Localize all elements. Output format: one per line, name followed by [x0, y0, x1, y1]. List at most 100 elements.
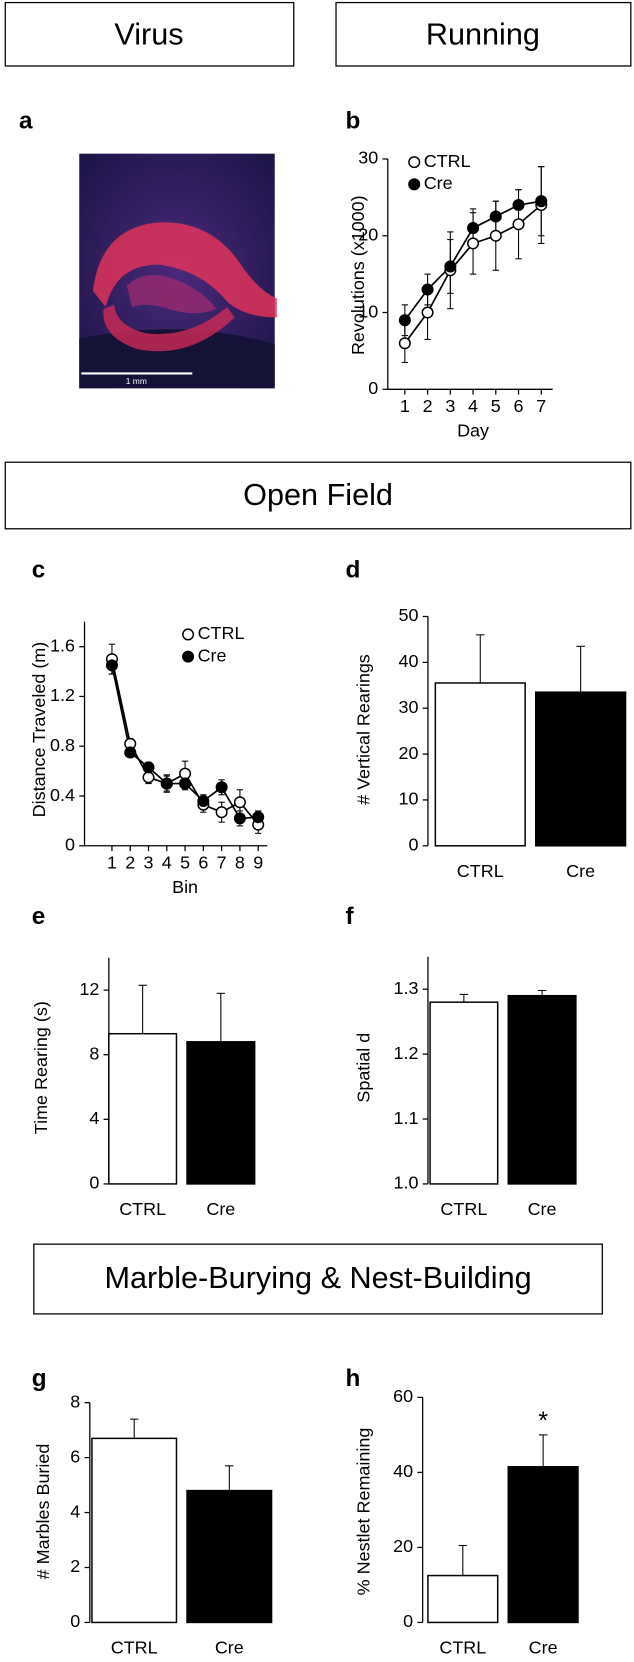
point	[252, 811, 265, 824]
panel-letter: a	[19, 107, 33, 134]
y-axis-label: # Marbles Buried	[33, 1444, 53, 1580]
point	[512, 199, 525, 212]
y-tick-label: 12	[79, 979, 99, 999]
point	[197, 794, 210, 808]
x-tick-label: 6	[514, 396, 524, 416]
x-tick-label: 8	[235, 853, 245, 873]
y-tick-label: 1.0	[393, 1173, 418, 1193]
x-tick-label: 5	[180, 853, 190, 873]
point	[535, 195, 548, 208]
legend-marker	[182, 628, 195, 641]
y-tick-label: 20	[393, 1536, 413, 1556]
y-tick-label: 40	[393, 1461, 413, 1481]
panel-letter: e	[32, 903, 46, 930]
x-tick-label: 7	[536, 396, 546, 416]
point	[233, 796, 246, 809]
y-tick-label: 10	[358, 301, 378, 321]
bar	[534, 691, 627, 847]
point	[233, 812, 246, 825]
y-tick-label: 20	[358, 224, 378, 244]
x-axis-label: Day	[457, 420, 489, 440]
legend-label: CTRL	[198, 623, 245, 643]
y-tick-label: 0	[403, 1611, 413, 1631]
annotation: *	[538, 1407, 548, 1435]
y-tick-label: 0.4	[50, 785, 75, 805]
y-tick-label: 1.2	[50, 685, 75, 705]
y-tick-label: 50	[398, 605, 418, 625]
y-tick-label: 0.8	[50, 735, 75, 755]
bar	[507, 1466, 579, 1624]
point	[421, 306, 434, 319]
y-axis-label: % Nestlet Remaining	[353, 1428, 373, 1596]
y-tick-label: 1.2	[393, 1043, 418, 1063]
y-axis-label: Time Rearing (s)	[31, 1001, 51, 1134]
panel-letter: g	[32, 1365, 47, 1392]
y-tick-label: 0	[70, 1611, 80, 1631]
y-tick-label: 0	[408, 835, 418, 855]
point	[489, 229, 502, 242]
x-tick-label: Cre	[566, 861, 595, 881]
x-tick-label: Cre	[206, 1199, 235, 1219]
y-tick-label: 60	[393, 1386, 413, 1406]
header-box	[4, 1, 295, 67]
point	[421, 283, 434, 296]
scale-bar-label: 1 mm	[126, 376, 147, 386]
x-tick-label: 3	[445, 396, 455, 416]
y-axis-label: Revolutions (x1000)	[348, 195, 368, 355]
y-tick-label: 2	[70, 1556, 80, 1576]
y-tick-label: 8	[89, 1043, 99, 1063]
y-tick-label: 0	[89, 1173, 99, 1193]
point	[444, 260, 457, 273]
point	[398, 337, 411, 350]
x-axis-label: Bin	[172, 877, 198, 897]
point	[467, 222, 480, 235]
header-box	[335, 1, 632, 67]
point	[142, 771, 155, 784]
legend-label: Cre	[198, 645, 227, 665]
y-tick-label: 20	[398, 743, 418, 763]
bar	[186, 1489, 273, 1624]
point	[179, 767, 192, 780]
legend-marker	[408, 178, 421, 191]
y-axis-label: # Vertical Rearings	[353, 654, 373, 805]
x-tick-label: CTRL	[439, 1638, 486, 1658]
point	[105, 659, 118, 672]
y-tick-label: 40	[398, 651, 418, 671]
point	[142, 761, 155, 774]
point	[160, 777, 173, 790]
x-tick-label: CTRL	[440, 1199, 487, 1219]
x-tick-label: 1	[107, 853, 117, 873]
section-header: Virus	[114, 17, 183, 51]
x-tick-label: 2	[125, 853, 135, 873]
point	[124, 746, 137, 759]
x-tick-label: CTRL	[119, 1199, 166, 1219]
point	[467, 237, 480, 250]
panel-letter: b	[346, 107, 361, 134]
bar	[434, 682, 526, 847]
panel-letter: c	[32, 556, 46, 583]
panel-letter: d	[346, 556, 361, 583]
histology-image	[79, 153, 277, 389]
y-tick-label: 1.1	[393, 1108, 418, 1128]
panel-letter: f	[346, 903, 355, 930]
bar	[427, 1574, 499, 1624]
legend-marker	[408, 156, 421, 169]
bar	[108, 1032, 178, 1185]
y-axis-label: Spatial d	[353, 1033, 373, 1103]
y-tick-label: 4	[89, 1108, 99, 1128]
x-tick-label: Cre	[529, 1638, 558, 1658]
bar	[429, 1001, 499, 1185]
y-tick-label: 0	[368, 378, 378, 398]
legend-label: CTRL	[424, 151, 471, 171]
bar	[186, 1041, 256, 1185]
x-tick-label: Cre	[215, 1638, 244, 1658]
point	[215, 806, 228, 819]
x-tick-label: 9	[253, 853, 263, 873]
y-tick-label: 10	[398, 789, 418, 809]
point	[489, 210, 502, 223]
y-tick-label: 30	[398, 697, 418, 717]
x-tick-label: 2	[423, 396, 433, 416]
x-tick-label: 7	[217, 853, 227, 873]
